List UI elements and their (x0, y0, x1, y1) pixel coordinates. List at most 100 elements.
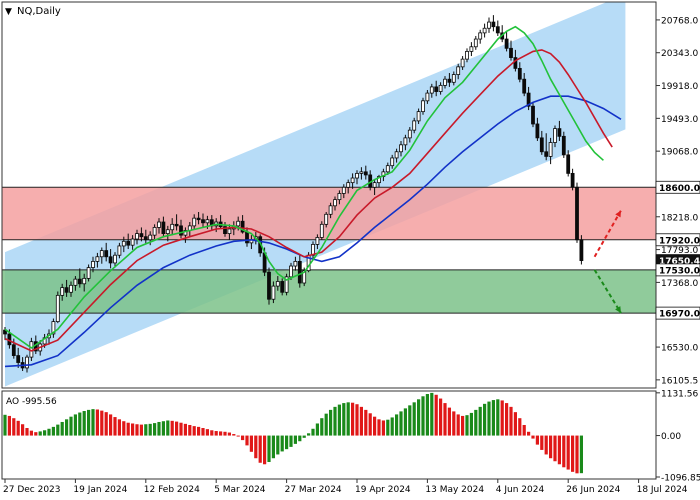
ao-bar (285, 435, 289, 450)
price-tick-label: 16530.0 (661, 344, 698, 354)
level-label: 16970.0 (659, 310, 700, 320)
candle-body (341, 186, 346, 194)
candle-body (539, 137, 544, 153)
candle-body (289, 265, 293, 278)
ao-bar (219, 431, 223, 436)
ao-bar (562, 435, 566, 468)
candle-body (438, 84, 443, 92)
ao-bar (540, 435, 544, 450)
price-tick-label: 17793.0 (661, 246, 698, 256)
ao-bar (166, 420, 170, 436)
forecast-up-arrow (593, 209, 622, 258)
ao-bar (447, 407, 451, 436)
candle-body (297, 260, 302, 284)
candle-body (509, 47, 513, 58)
candle-body (447, 78, 452, 83)
ao-bar (487, 401, 491, 436)
ao-bar (298, 435, 302, 442)
ao-bar (373, 416, 377, 436)
ao-bar (38, 431, 42, 436)
main-panel-frame (1, 1, 657, 389)
candle-body (575, 186, 579, 241)
ao-bar (21, 424, 25, 436)
ao-bar (43, 430, 47, 436)
candle-body (407, 129, 412, 139)
ao-bar (417, 399, 421, 436)
candle-body (579, 239, 584, 261)
candle-body (86, 267, 91, 279)
ao-bar (109, 414, 113, 436)
ao-tick-label: 1131.56 (661, 389, 698, 399)
candle-body (495, 26, 500, 34)
level-label: 18600.0 (659, 184, 700, 194)
price-tick-label: 18218.0 (661, 213, 698, 223)
forecast-down-arrow (593, 269, 622, 314)
candle-body (412, 120, 417, 131)
candle-body (69, 284, 73, 293)
candle-body (355, 172, 359, 179)
price-tick-label: 19918.0 (661, 82, 698, 92)
ao-bar (575, 435, 579, 474)
candle-body (302, 270, 307, 284)
date-tick-label: 12 Feb 2024 (144, 485, 200, 495)
ao-bar (267, 435, 271, 463)
ao-bar (346, 402, 350, 436)
ao-bar (95, 409, 99, 436)
ao-bar (47, 428, 51, 436)
candle-body (372, 182, 377, 188)
candle-body (561, 135, 566, 156)
ao-bar (377, 419, 381, 436)
candle-body (482, 27, 487, 34)
ao-bar (223, 431, 227, 436)
candle-body (570, 172, 575, 188)
ao-bar (65, 419, 69, 436)
candle-body (337, 193, 342, 201)
ao-bar (135, 424, 139, 436)
ao-bar (439, 398, 443, 436)
ao-bar (276, 435, 280, 455)
candle-body (161, 221, 166, 235)
ao-bar (170, 420, 174, 436)
ao-bar (491, 400, 495, 436)
level-label: 17530.0 (659, 266, 700, 276)
ao-bar (315, 423, 319, 436)
candle-body (394, 151, 399, 159)
ao-bar (289, 435, 293, 447)
date-tick-label: 27 Mar 2024 (285, 485, 342, 495)
price-tick-label: 17368.0 (661, 279, 698, 289)
candle-body (531, 105, 535, 125)
ao-bar (69, 416, 73, 436)
ao-bar (496, 399, 500, 436)
ao-bar (214, 431, 218, 436)
candle-body (157, 221, 161, 228)
ao-bar (412, 402, 416, 436)
ao-bar (51, 426, 55, 436)
ao-bar (249, 435, 253, 452)
ao-bar (117, 419, 121, 436)
level-box (655, 180, 700, 194)
candle-body (91, 260, 95, 268)
candle-body (284, 276, 289, 293)
ao-bar (549, 435, 553, 459)
candle-body (465, 51, 469, 60)
ao-bar (131, 423, 135, 436)
ao-bar (241, 435, 245, 441)
candle-body (267, 271, 271, 300)
candle-body (421, 100, 425, 113)
candle-body (293, 260, 298, 267)
ao-bar (307, 433, 311, 436)
symbol-marker: ▼ (5, 7, 12, 17)
level-box (655, 306, 700, 320)
ao-bar (324, 413, 328, 436)
ao-bar (87, 409, 91, 436)
ao-bar (25, 428, 29, 436)
ao-bar (192, 426, 196, 436)
ao-bar (16, 420, 20, 436)
ao-bar (333, 406, 337, 436)
candle-body (113, 254, 117, 264)
ao-bar (544, 435, 548, 455)
ao-bar (232, 434, 236, 436)
ao-bar (359, 406, 363, 436)
ao-bar (60, 421, 64, 436)
date-tick-label: 18 Jul 2024 (637, 485, 688, 495)
